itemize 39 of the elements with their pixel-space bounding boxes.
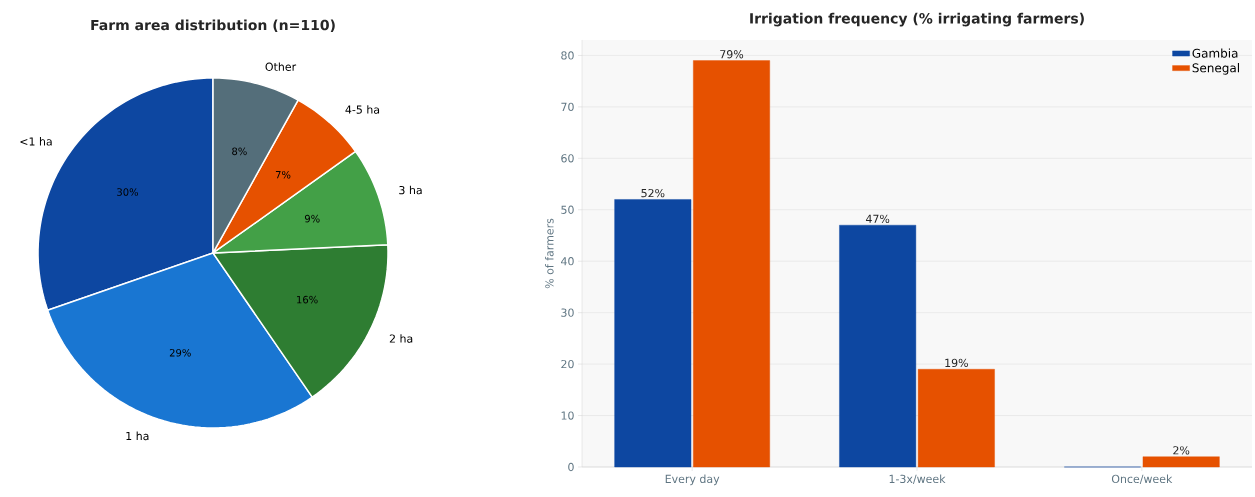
data-label: 52% <box>641 188 665 198</box>
y-tick-label: 60 <box>561 154 574 163</box>
chart-title: Irrigation frequency (% irrigating farmers) <box>750 12 1084 27</box>
legend-label: Gambia <box>1192 48 1238 58</box>
bar <box>614 199 692 468</box>
data-label: 9% <box>304 214 320 223</box>
bar <box>839 225 917 468</box>
y-tick-label: 30 <box>561 308 574 317</box>
y-tick-label: 70 <box>561 102 574 112</box>
bar <box>693 60 770 468</box>
data-label: 7% <box>275 170 291 179</box>
slice-label: Other <box>265 62 297 71</box>
slice-label: 1 ha <box>126 431 149 441</box>
legend-label: Senegal <box>1192 63 1239 75</box>
data-label: 16% <box>297 295 318 304</box>
data-label: 19% <box>945 358 968 368</box>
slice-label: 3 ha <box>399 185 422 195</box>
slice-label: 2 ha <box>389 334 413 343</box>
y-axis-title: % of farmers <box>545 218 554 289</box>
chart-title: Farm area distribution (n=110) <box>91 19 335 32</box>
y-tick-label: 20 <box>561 359 574 369</box>
y-tick-label: 10 <box>561 411 574 420</box>
data-label: 8% <box>232 147 247 156</box>
y-tick-label: 40 <box>561 257 574 266</box>
data-label: 2% <box>1173 446 1190 455</box>
bar <box>917 369 995 468</box>
data-label: 79% <box>720 50 744 59</box>
y-tick-label: 0 <box>568 462 574 472</box>
x-tick-label: Every day <box>665 474 720 486</box>
x-tick-label: 1-3x/week <box>889 474 946 484</box>
data-label: 29% <box>169 348 191 357</box>
y-tick-label: 80 <box>561 51 574 60</box>
y-tick-label: 50 <box>561 205 574 214</box>
data-label: 30% <box>117 188 139 196</box>
x-tick-label: Once/week <box>1111 474 1173 484</box>
data-label: 47% <box>865 214 890 223</box>
slice-label: <1 ha <box>20 137 52 146</box>
slice-label: 4-5 ha <box>345 105 380 114</box>
bar <box>1142 456 1220 468</box>
